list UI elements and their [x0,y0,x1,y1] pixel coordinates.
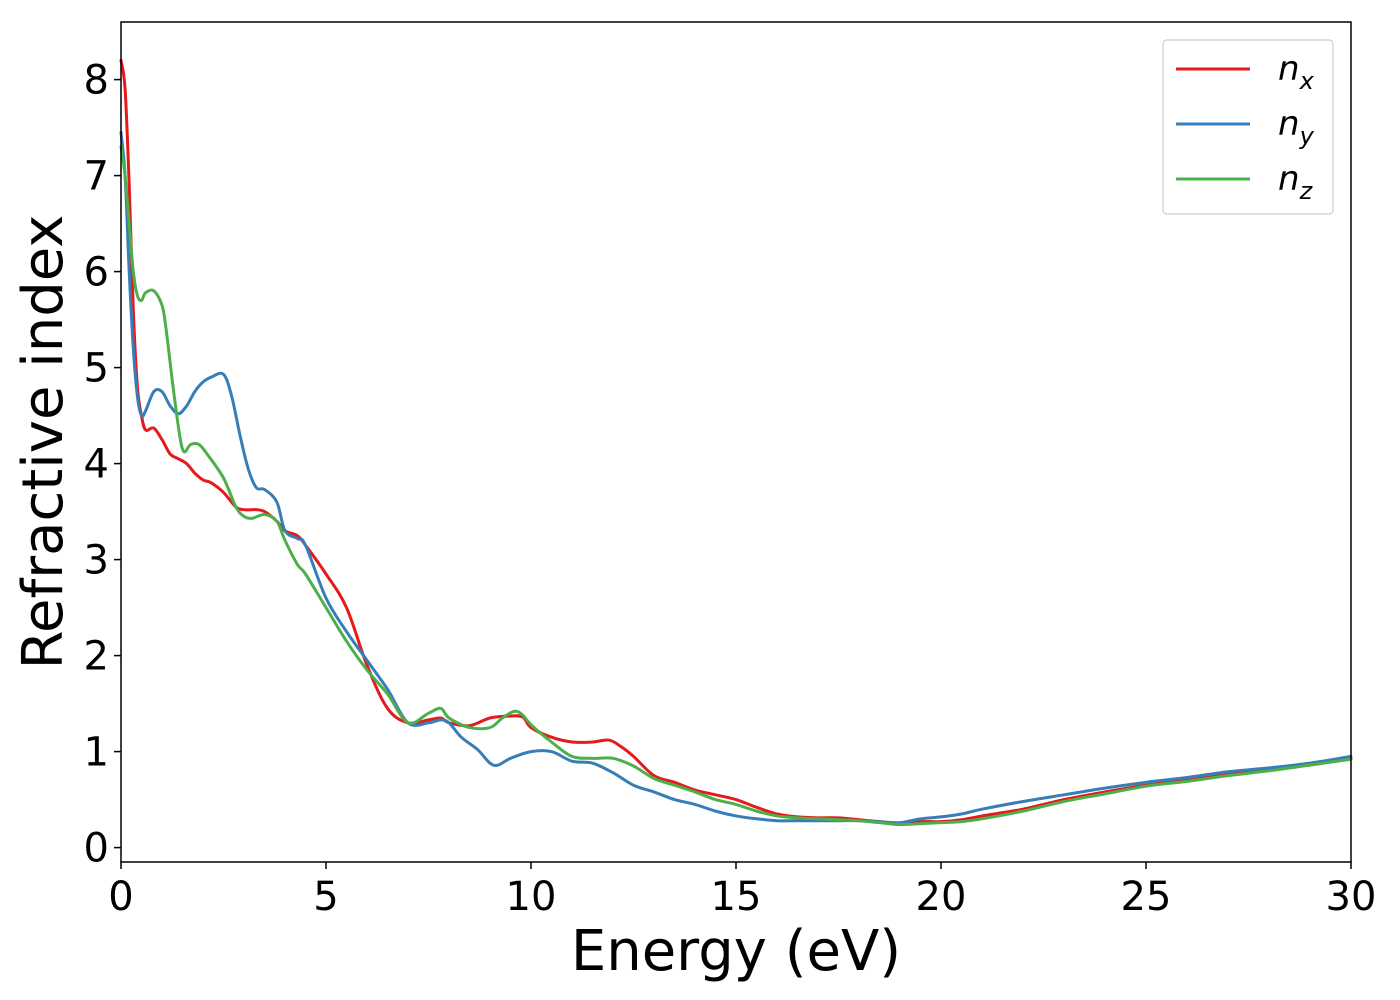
y-axis-ticks: 0 1 2 3 4 5 6 7 8 [84,58,121,872]
x-axis-label: Energy (eV) [571,919,901,984]
x-tick-label: 20 [916,874,967,920]
y-tick-label: 5 [84,346,109,392]
x-tick-label: 15 [711,874,762,920]
x-tick-label: 25 [1121,874,1172,920]
series-layer [119,58,1353,827]
y-tick-label: 2 [84,634,109,680]
x-tick-label: 30 [1326,874,1377,920]
y-tick-label: 3 [84,538,109,584]
y-axis-label: Refractive index [11,215,76,670]
legend-label-y: ny [1278,104,1315,150]
x-tick-label: 0 [108,874,133,920]
y-tick-label: 8 [84,58,109,104]
legend: nx ny nz [1162,39,1334,215]
y-tick-label: 7 [84,154,109,200]
series-line-y [119,130,1353,825]
x-axis-ticks: 0 5 10 15 20 25 30 [108,862,1376,920]
y-tick-label: 1 [84,730,109,776]
y-tick-label: 6 [84,250,109,296]
legend-label-x: nx [1278,49,1315,95]
legend-box [1162,39,1334,215]
legend-label-z: nz [1278,159,1314,205]
x-tick-label: 5 [313,874,338,920]
y-tick-label: 4 [84,442,109,488]
y-tick-label: 0 [84,826,109,872]
series-line-z [119,145,1353,827]
x-tick-label: 10 [506,874,557,920]
